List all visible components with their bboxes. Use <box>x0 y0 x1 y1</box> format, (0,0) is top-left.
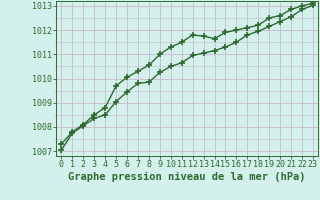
X-axis label: Graphe pression niveau de la mer (hPa): Graphe pression niveau de la mer (hPa) <box>68 172 306 182</box>
